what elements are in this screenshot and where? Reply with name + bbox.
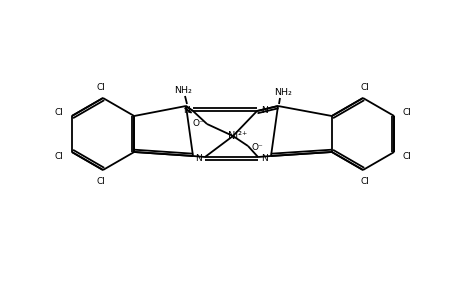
Text: N: N <box>261 153 268 162</box>
Text: Cl: Cl <box>55 108 63 116</box>
Text: N: N <box>183 105 189 114</box>
Text: Cl: Cl <box>361 176 370 185</box>
Text: O⁻: O⁻ <box>192 118 204 128</box>
Text: N: N <box>260 105 267 114</box>
Text: NH₂: NH₂ <box>174 85 192 95</box>
Text: Cl: Cl <box>361 82 370 91</box>
Text: NH₂: NH₂ <box>274 87 292 97</box>
Text: O⁻: O⁻ <box>251 143 263 151</box>
Text: Ni²⁺: Ni²⁺ <box>228 131 247 141</box>
Text: Cl: Cl <box>96 176 105 185</box>
Text: Cl: Cl <box>96 82 105 91</box>
Text: Cl: Cl <box>55 151 63 160</box>
Text: Cl: Cl <box>403 151 411 160</box>
Text: Cl: Cl <box>403 108 411 116</box>
Text: N: N <box>195 153 201 162</box>
